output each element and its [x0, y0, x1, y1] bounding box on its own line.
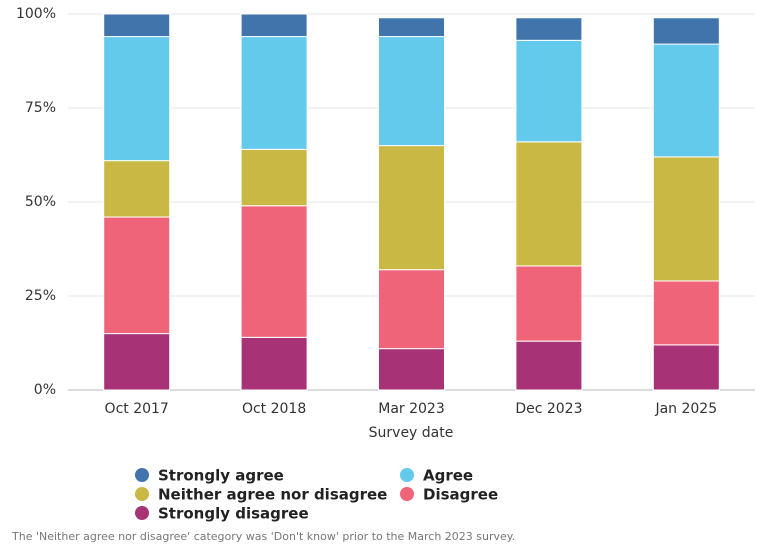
bar-segment	[515, 141, 583, 267]
legend-marker	[400, 487, 414, 501]
bar-segment	[652, 156, 720, 282]
legend-marker	[135, 506, 149, 520]
bar-segment	[103, 160, 171, 218]
x-tick-label: Mar 2023	[378, 401, 445, 417]
legend-marker	[135, 468, 149, 482]
x-axis-title: Survey date	[369, 425, 454, 441]
legend-marker	[400, 468, 414, 482]
x-tick-label: Jan 2025	[654, 401, 717, 417]
bar-segment	[652, 280, 720, 346]
footnote: The 'Neither agree nor disagree' categor…	[11, 530, 515, 543]
bar-segment	[515, 265, 583, 342]
bar-segment	[103, 216, 171, 335]
y-tick-label: 25%	[25, 288, 56, 304]
x-tick-label: Oct 2018	[242, 401, 306, 417]
bar-segment	[240, 36, 308, 150]
bar-segment	[378, 145, 445, 271]
y-tick-label: 75%	[25, 100, 56, 116]
bar-segment	[515, 340, 583, 391]
bar-segment	[515, 17, 583, 41]
bar-segment	[240, 148, 308, 207]
bar-segment	[103, 36, 171, 162]
bar-segment	[103, 333, 171, 391]
bar-segment	[240, 205, 308, 338]
legend-label: Strongly disagree	[158, 505, 309, 523]
bar-segment	[378, 17, 445, 38]
y-tick-label: 50%	[25, 194, 56, 210]
bar-segment	[378, 348, 445, 391]
legend-label: Agree	[423, 467, 473, 485]
legend-marker	[135, 487, 149, 501]
bar-segment	[240, 13, 308, 38]
legend-label: Neither agree nor disagree	[158, 486, 387, 504]
bar-segment	[515, 39, 583, 143]
bar-segment	[378, 269, 445, 350]
x-tick-label: Dec 2023	[515, 401, 582, 417]
bar-segment	[652, 344, 720, 391]
x-tick-label: Oct 2017	[105, 401, 169, 417]
bar-segment	[378, 36, 445, 147]
legend-label: Disagree	[423, 486, 498, 504]
bar-segment	[240, 336, 308, 391]
legend-label: Strongly agree	[158, 467, 284, 485]
bar-segment	[652, 43, 720, 158]
bar-segment	[652, 17, 720, 45]
y-tick-label: 0%	[34, 382, 56, 398]
y-tick-label: 100%	[16, 6, 56, 22]
bar-segment	[103, 13, 171, 38]
